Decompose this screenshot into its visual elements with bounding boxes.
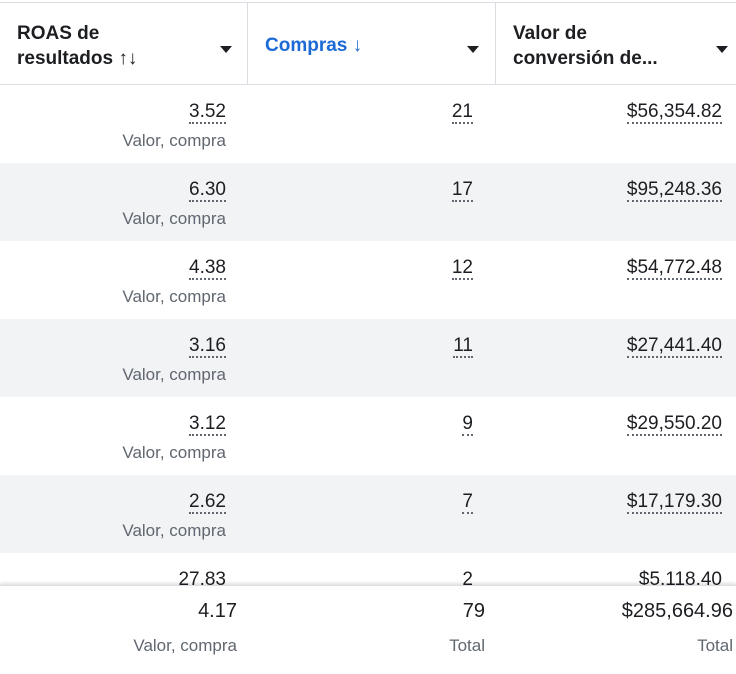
cell-value: 7 <box>462 490 473 514</box>
value-link[interactable]: 27.83 <box>178 569 226 585</box>
value-link[interactable]: 21 <box>451 101 473 124</box>
cell-value: 3.12 <box>189 412 226 436</box>
value-link[interactable]: $29,550.20 <box>626 413 722 436</box>
cell-value: 6.30 <box>189 178 226 202</box>
cell-note: Valor, compra <box>122 365 226 384</box>
cell-note: Valor, compra <box>122 209 226 228</box>
cell-value: $54,772.48 <box>626 256 722 280</box>
table-row: 3.12 9 $29,550.20 Valor, compra <box>0 397 736 475</box>
column-title: ROAS de resultados ↑↓ <box>17 21 137 71</box>
value-link[interactable]: 2 <box>462 569 473 585</box>
total-note: Total <box>697 636 733 655</box>
table-row: 2.62 7 $17,179.30 Valor, compra <box>0 475 736 553</box>
value-link[interactable]: 2.62 <box>189 491 226 514</box>
cell-value: 12 <box>451 256 473 280</box>
cell-value: 4.38 <box>189 256 226 280</box>
cell-value: 27.83 <box>178 568 226 585</box>
value-link[interactable]: 7 <box>462 491 473 514</box>
total-value: 79 <box>462 600 485 622</box>
cell-value: $17,179.30 <box>626 490 722 514</box>
value-link[interactable]: 11 <box>453 335 473 358</box>
table-header: ROAS de resultados ↑↓ Compras ↓ Valor de con… <box>0 2 736 85</box>
title-line: conversión de... <box>513 48 658 69</box>
column-header[interactable]: Compras ↓ <box>248 3 496 85</box>
value-link[interactable]: 9 <box>462 413 473 436</box>
value-link[interactable]: $17,179.30 <box>626 491 722 514</box>
value-link[interactable]: 6.30 <box>189 179 226 202</box>
column-title: Compras ↓ <box>265 33 362 58</box>
table-row: 27.83 2 $5,118.40 <box>0 553 736 585</box>
title-line: Valor de <box>513 23 587 44</box>
dropdown-arrow[interactable] <box>716 46 728 53</box>
cell-value: 11 <box>453 334 473 358</box>
cell-value: $56,354.82 <box>626 100 722 124</box>
title-line: Compras ↓ <box>265 35 363 56</box>
table-row: 3.52 21 $56,354.82 Valor, compra <box>0 85 736 163</box>
value-link[interactable]: $27,441.40 <box>626 335 722 358</box>
value-link[interactable]: $95,248.36 <box>626 179 722 202</box>
table-row: 4.38 12 $54,772.48 Valor, compra <box>0 241 736 319</box>
dropdown-arrow[interactable] <box>220 46 232 53</box>
value-link[interactable]: $56,354.82 <box>626 101 722 124</box>
value-link[interactable]: 3.12 <box>189 413 226 436</box>
value-link[interactable]: 4.38 <box>189 257 226 280</box>
cell-value: 2 <box>462 568 473 585</box>
cell-value: 9 <box>462 412 473 436</box>
total-note: Total <box>449 636 485 655</box>
title-line: ROAS de <box>17 23 100 44</box>
cell-value: 17 <box>451 178 473 202</box>
cell-value: 3.16 <box>189 334 226 358</box>
cell-value: 21 <box>451 100 473 124</box>
cell-value: $95,248.36 <box>626 178 722 202</box>
value-link[interactable]: 17 <box>451 179 473 202</box>
cell-note: Valor, compra <box>122 131 226 150</box>
column-title: Valor de conversión de... <box>513 21 658 71</box>
value-link[interactable]: $54,772.48 <box>626 257 722 280</box>
table-body: 3.52 21 $56,354.82 Valor, compra 6.30 17 $95,2… <box>0 85 736 585</box>
value-link[interactable]: 12 <box>451 257 473 280</box>
value-link[interactable]: 3.52 <box>189 101 226 124</box>
table-footer: 4.17 Valor, compra 79 Total $285,664.96 Total <box>0 585 736 674</box>
cell-value: $27,441.40 <box>626 334 722 358</box>
cell-value: $5,118.40 <box>638 568 722 585</box>
cell-note: Valor, compra <box>122 521 226 540</box>
table-row: 6.30 17 $95,248.36 Valor, compra <box>0 163 736 241</box>
dropdown-arrow[interactable] <box>467 46 479 53</box>
value-link[interactable]: 3.16 <box>189 335 226 358</box>
cell-note: Valor, compra <box>122 287 226 306</box>
cell-value: $29,550.20 <box>626 412 722 436</box>
cell-value: 2.62 <box>189 490 226 514</box>
total-value: $285,664.96 <box>621 600 733 622</box>
column-header[interactable]: Valor de conversión de... <box>496 3 736 85</box>
total-value: 4.17 <box>198 600 237 622</box>
total-note: Valor, compra <box>133 636 237 655</box>
table-row: 3.16 11 $27,441.40 Valor, compra <box>0 319 736 397</box>
title-line: resultados ↑↓ <box>17 48 138 69</box>
value-link[interactable]: $5,118.40 <box>638 569 722 585</box>
cell-value: 3.52 <box>189 100 226 124</box>
cell-note: Valor, compra <box>122 443 226 462</box>
column-header[interactable]: ROAS de resultados ↑↓ <box>0 3 248 85</box>
